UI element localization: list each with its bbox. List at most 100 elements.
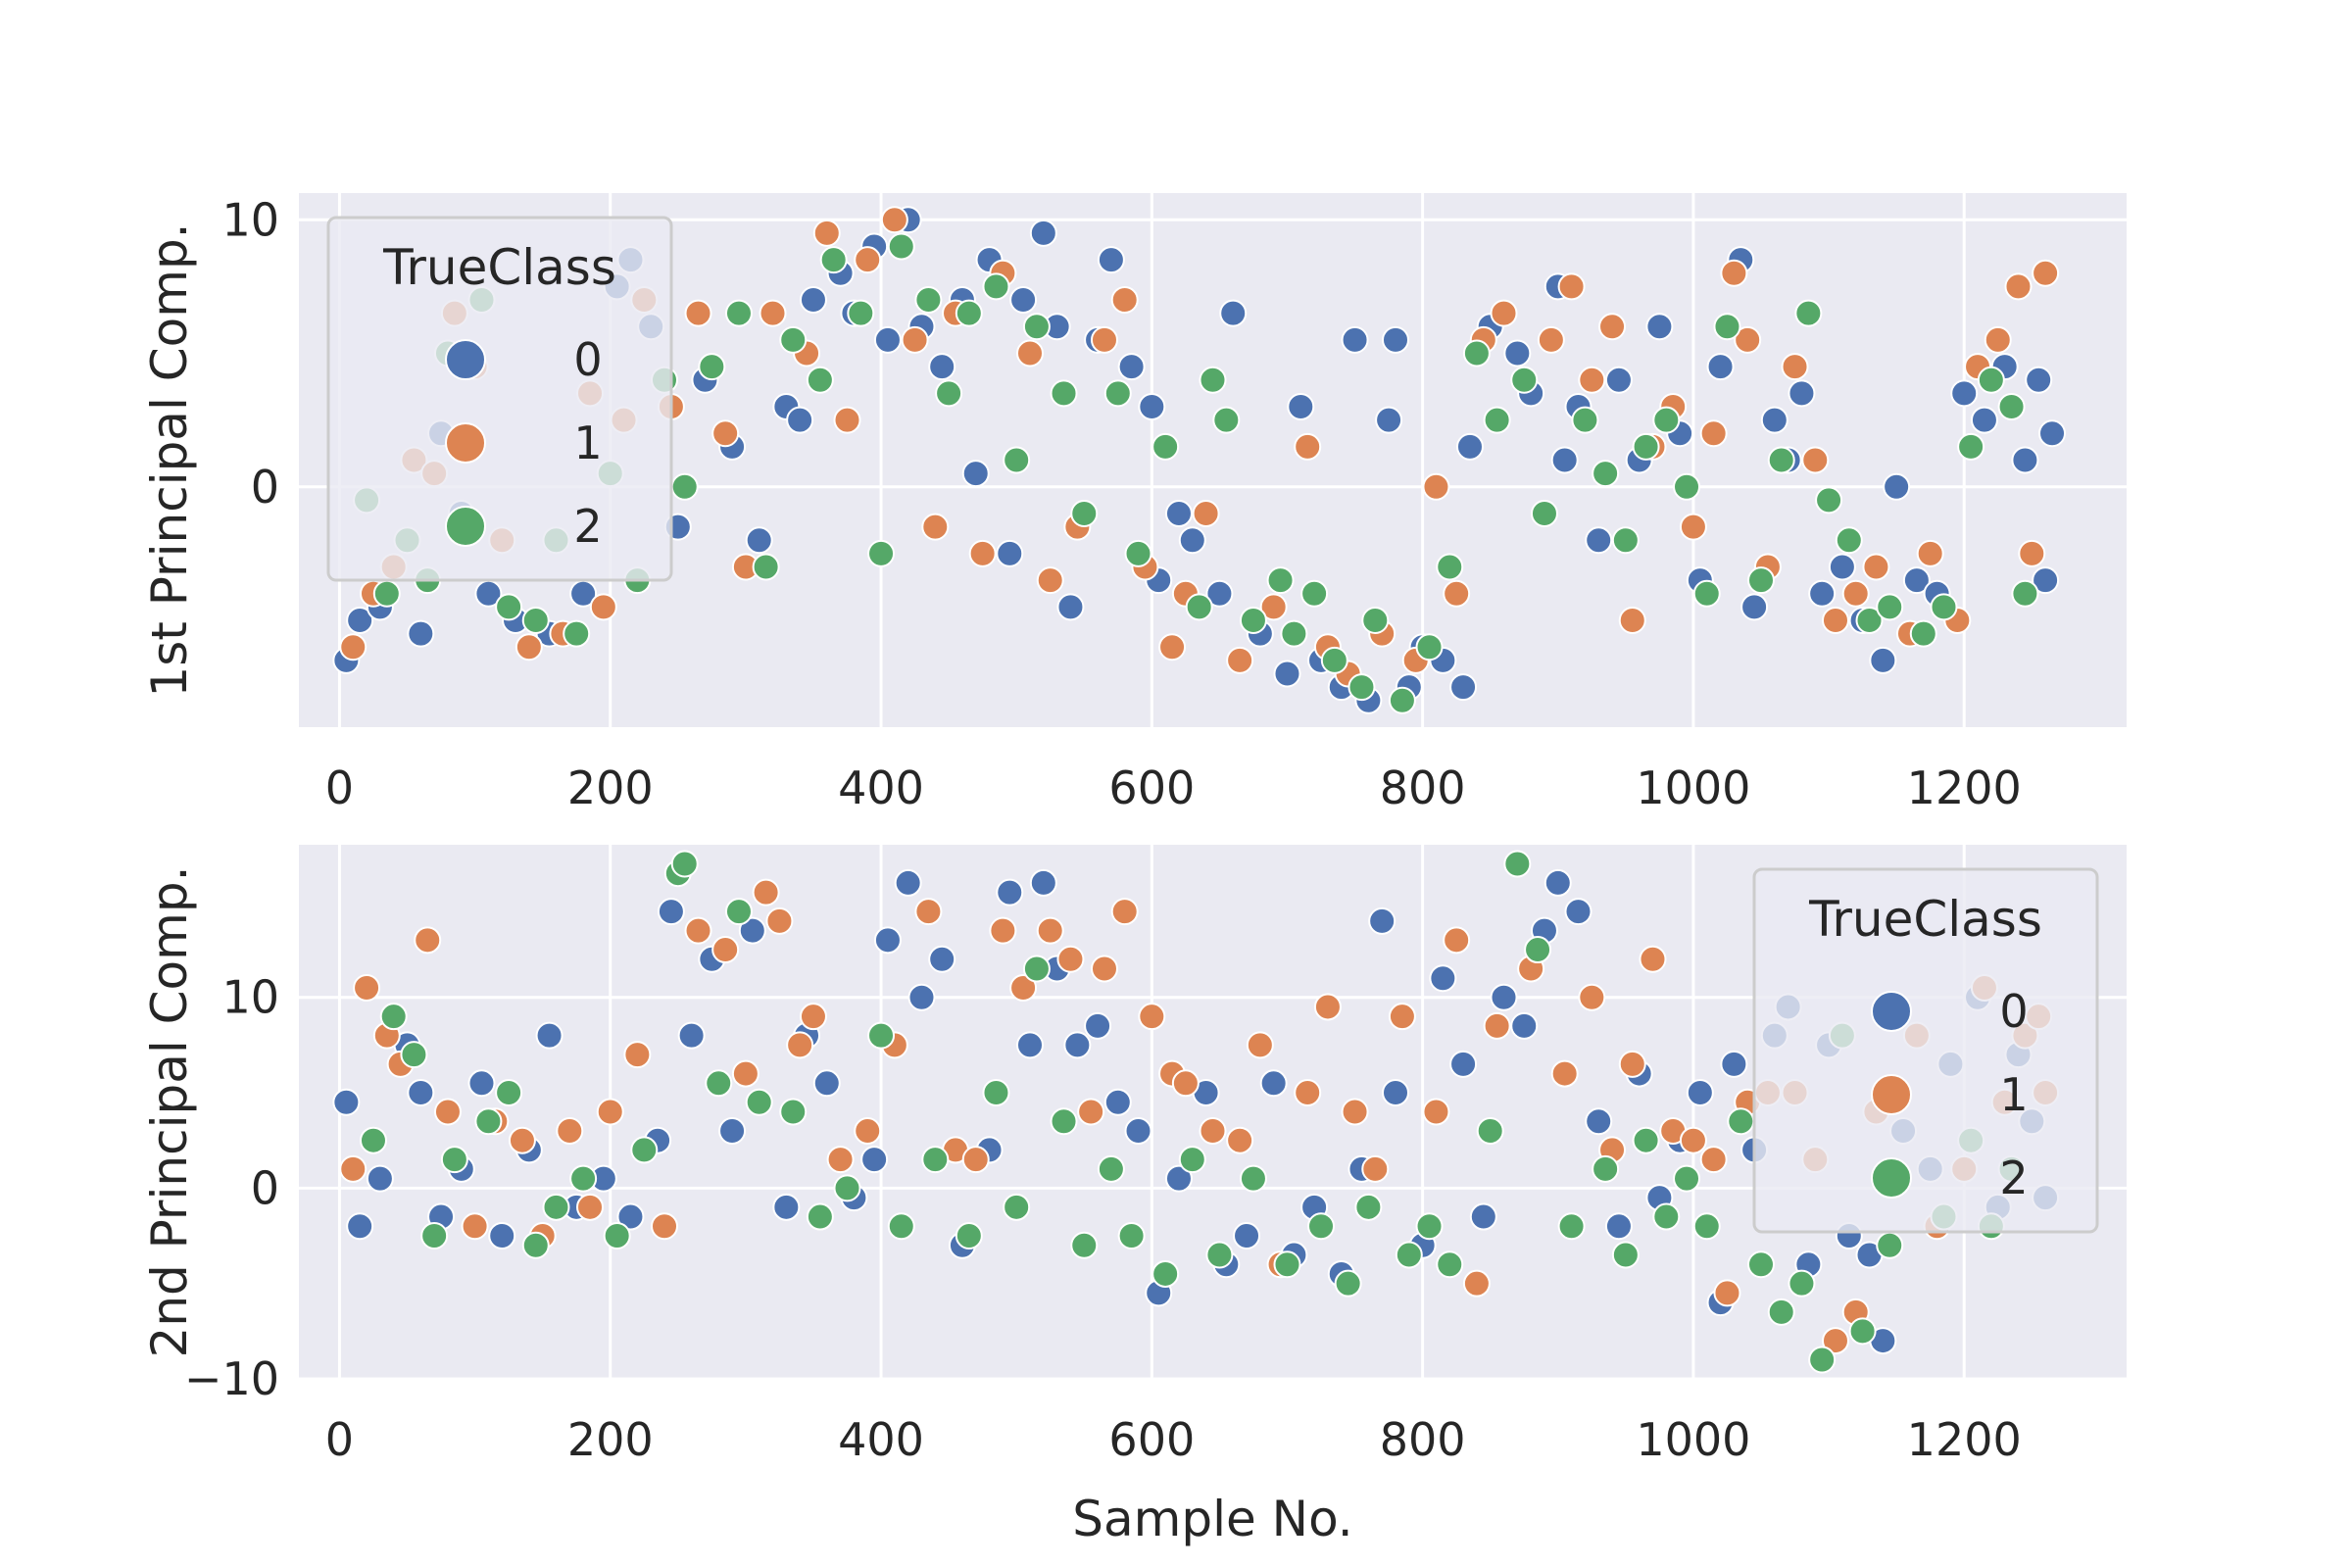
data-point-class-0 [1368, 906, 1396, 935]
data-point-class-1 [759, 299, 787, 327]
data-point-class-2 [400, 1041, 428, 1069]
data-point-class-0 [1455, 432, 1484, 461]
data-point-class-1 [1699, 1146, 1728, 1174]
data-point-class-0 [1720, 1050, 1748, 1078]
data-point-class-0 [1449, 1050, 1478, 1078]
data-point-class-0 [928, 353, 956, 381]
legend-label-class-0: 0 [573, 333, 602, 386]
data-point-class-1 [1713, 1279, 1741, 1307]
data-point-class-0 [772, 1193, 801, 1221]
data-point-class-2 [1524, 936, 1552, 964]
legend-marker-class-0 [1871, 991, 1912, 1032]
data-point-class-1 [1679, 1126, 1707, 1154]
data-point-class-1 [1313, 993, 1342, 1021]
data-point-class-1 [1016, 339, 1044, 368]
data-point-class-1 [1077, 1098, 1105, 1126]
legend-box [1752, 867, 2099, 1234]
data-point-class-0 [894, 868, 922, 897]
data-point-class-2 [1592, 460, 1620, 488]
data-point-class-1 [1090, 955, 1118, 983]
data-point-class-0 [1828, 553, 1856, 581]
data-point-class-1 [812, 219, 841, 247]
data-point-class-2 [1476, 1116, 1504, 1145]
data-point-class-2 [495, 1079, 523, 1107]
data-point-class-2 [1876, 1231, 1904, 1259]
data-point-class-0 [1503, 339, 1532, 368]
data-point-class-0 [873, 325, 902, 354]
x-tick-label: 600 [1108, 1413, 1195, 1466]
data-point-class-0 [1760, 406, 1788, 434]
data-point-class-1 [1199, 1116, 1227, 1145]
y-tick-label: 10 [221, 971, 279, 1024]
data-point-class-0 [1550, 446, 1579, 474]
data-point-class-1 [1422, 472, 1450, 501]
data-point-class-0 [467, 1069, 496, 1098]
data-point-class-2 [1097, 1154, 1125, 1183]
data-point-class-0 [407, 619, 435, 648]
data-point-class-2 [1436, 1250, 1464, 1279]
data-point-class-0 [1544, 868, 1572, 897]
data-point-class-0 [1510, 1011, 1539, 1040]
data-point-class-0 [745, 526, 773, 555]
data-point-class-1 [1984, 325, 2012, 354]
data-point-class-1 [786, 1031, 814, 1059]
data-point-class-1 [1578, 366, 1606, 394]
data-point-class-2 [1280, 619, 1308, 648]
data-point-class-2 [495, 593, 523, 621]
data-point-class-0 [1287, 393, 1315, 420]
data-point-class-0 [1808, 579, 1837, 608]
data-point-class-0 [996, 878, 1024, 906]
data-point-class-0 [1178, 526, 1206, 555]
data-point-class-1 [989, 916, 1017, 945]
data-point-class-0 [1164, 1164, 1193, 1193]
data-point-class-1 [1294, 432, 1322, 461]
data-point-class-2 [1503, 850, 1532, 878]
data-point-class-2 [1395, 1241, 1423, 1269]
data-point-class-1 [651, 1212, 678, 1241]
data-point-class-2 [1977, 366, 2005, 394]
data-point-class-1 [1578, 983, 1606, 1011]
data-point-class-2 [806, 1202, 834, 1231]
data-point-class-2 [887, 1212, 915, 1241]
data-point-class-1 [1192, 500, 1220, 527]
data-point-class-1 [1781, 353, 1809, 381]
x-tick-label: 800 [1380, 761, 1466, 814]
data-point-class-0 [1097, 246, 1125, 274]
data-point-class-0 [2032, 566, 2060, 595]
data-point-class-1 [968, 539, 997, 567]
legend: TrueClass 0 1 2 [326, 216, 673, 582]
data-point-class-2 [1997, 393, 2026, 420]
data-point-class-1 [1226, 1126, 1254, 1154]
data-point-class-0 [1449, 673, 1478, 702]
data-point-class-0 [1273, 660, 1301, 688]
data-point-class-0 [2011, 446, 2039, 474]
data-point-class-2 [1320, 646, 1348, 674]
data-point-class-1 [514, 633, 543, 662]
data-point-class-1 [1598, 313, 1627, 341]
data-point-class-0 [407, 1079, 435, 1107]
data-point-class-2 [1632, 1126, 1660, 1154]
legend-marker-class-0 [445, 339, 486, 380]
data-point-class-0 [738, 916, 766, 945]
data-point-class-2 [806, 366, 834, 394]
data-point-class-2 [1692, 579, 1721, 608]
data-point-class-0 [1056, 593, 1085, 621]
x-tick-label: 0 [325, 1413, 354, 1466]
data-point-class-2 [847, 299, 875, 327]
data-point-class-0 [1382, 325, 1409, 354]
data-point-class-1 [1462, 1269, 1491, 1298]
data-point-class-2 [1266, 566, 1295, 595]
data-point-class-2 [1239, 1164, 1267, 1193]
data-point-class-1 [339, 633, 368, 662]
data-point-class-1 [1110, 898, 1139, 926]
data-point-class-0 [1375, 406, 1403, 434]
data-point-class-2 [1788, 1269, 1816, 1298]
data-point-class-1 [2032, 259, 2060, 287]
data-point-class-2 [1307, 1212, 1336, 1241]
data-point-class-0 [1950, 379, 1979, 408]
data-point-class-2 [521, 1231, 550, 1259]
data-point-class-0 [1585, 1107, 1613, 1136]
data-point-class-2 [359, 1126, 387, 1154]
data-point-class-1 [1720, 259, 1748, 287]
